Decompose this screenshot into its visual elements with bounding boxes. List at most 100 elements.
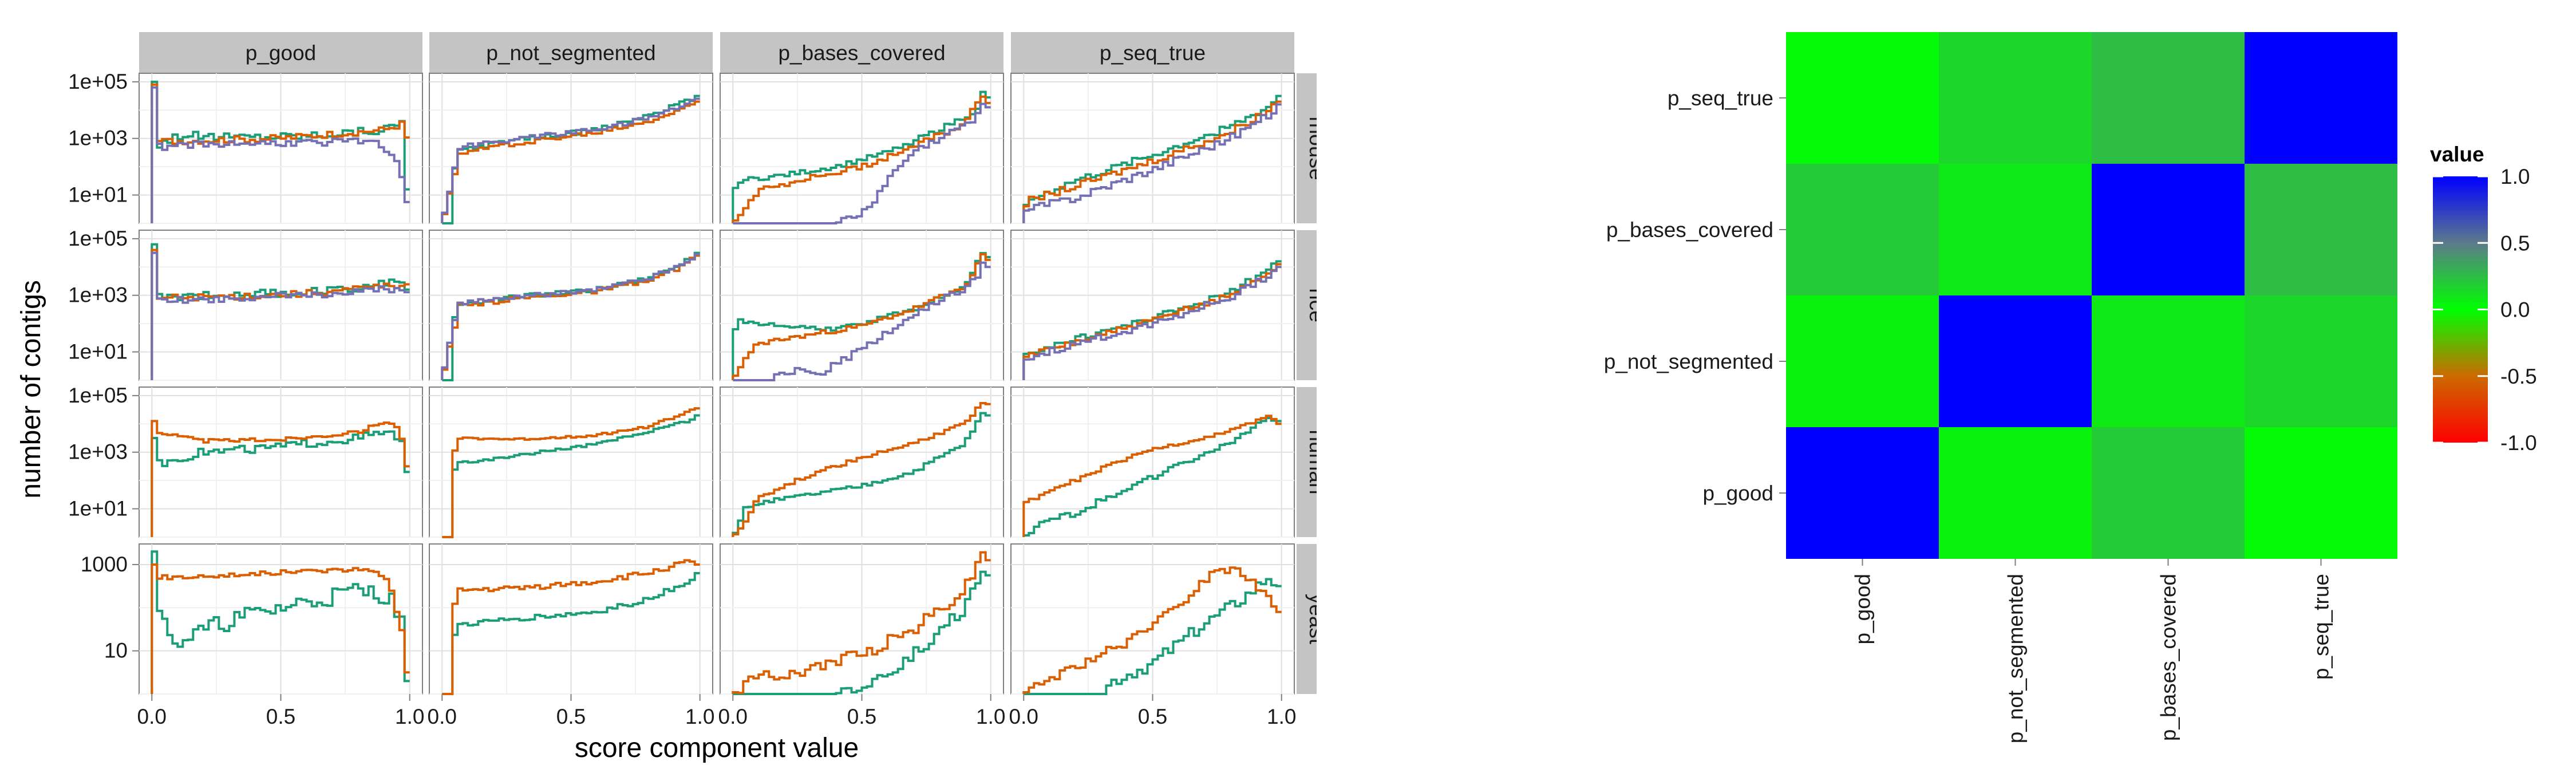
series-oases-yeast-p_not_segmented bbox=[442, 559, 700, 695]
row-strip-mouse: mouse bbox=[1297, 73, 1317, 223]
heatmap-y-label: p_good bbox=[1703, 482, 1773, 505]
y-axis-label: number of contigs bbox=[16, 280, 46, 499]
x-tick-label: 1.0 bbox=[685, 705, 714, 728]
panel-human-p_good bbox=[139, 386, 423, 538]
panel-mouse-p_bases_covered bbox=[720, 73, 1004, 224]
heatmap-cell-p_not_segmented-p_not_segmented bbox=[1939, 295, 2092, 427]
column-strip-p_seq_true: p_seq_true bbox=[1011, 32, 1294, 73]
panel-mouse-p_good bbox=[139, 73, 423, 224]
series-trinity-yeast-p_seq_true bbox=[1024, 578, 1282, 695]
column-label: p_seq_true bbox=[1100, 41, 1206, 65]
series-soap-mouse-p_not_segmented bbox=[441, 97, 700, 223]
y-tick-label: 1e+03 bbox=[68, 440, 128, 464]
heatmap-y-label: p_bases_covered bbox=[1606, 218, 1773, 242]
colorbar-title: value bbox=[2430, 143, 2484, 166]
panel-rice-p_good bbox=[139, 230, 423, 381]
x-tick-label: 0.0 bbox=[428, 705, 457, 728]
heatmap-cell-p_seq_true-p_bases_covered bbox=[2092, 32, 2245, 164]
series-soap-mouse-p_good bbox=[151, 86, 410, 223]
heatmap-cell-p_not_segmented-p_good bbox=[1786, 295, 1939, 427]
heatmap-y-label: p_not_segmented bbox=[1604, 350, 1773, 373]
column-strip-p_bases_covered: p_bases_covered bbox=[720, 32, 1003, 73]
histogram-grid: p_good p_not_segmented p_bases_covered p_se… bbox=[16, 32, 1317, 763]
heatmap-cell-p_seq_true-p_seq_true bbox=[2245, 32, 2397, 164]
heatmap-cell-p_not_segmented-p_seq_true bbox=[2245, 295, 2397, 427]
series-trinity-human-p_good bbox=[151, 430, 410, 537]
row-label: mouse bbox=[1305, 116, 1317, 180]
panel-rice-p_not_segmented bbox=[429, 230, 713, 381]
series-oases-mouse-p_not_segmented bbox=[441, 100, 700, 223]
heatmap-x-label: p_seq_true bbox=[2310, 574, 2333, 680]
panel-rice-p_bases_covered bbox=[720, 230, 1004, 381]
x-tick-label: 0.0 bbox=[718, 705, 748, 728]
heatmap-x-label: p_good bbox=[1851, 574, 1875, 644]
row-strip-rice: rice bbox=[1297, 230, 1317, 380]
x-tick-label: 0.0 bbox=[1009, 705, 1038, 728]
series-soap-rice-p_not_segmented bbox=[441, 253, 700, 380]
heatmap-y-label: p_seq_true bbox=[1668, 86, 1773, 110]
series-trinity-mouse-p_seq_true bbox=[1022, 94, 1282, 223]
series-trinity-yeast-p_not_segmented bbox=[442, 572, 700, 695]
x-axis-label: score component value bbox=[575, 733, 859, 763]
series-oases-human-p_bases_covered bbox=[732, 402, 991, 537]
y-tick-label: 1e+03 bbox=[68, 283, 128, 307]
column-label: p_good bbox=[246, 41, 316, 65]
y-tick-label: 1e+05 bbox=[68, 384, 128, 407]
heatmap-cell-p_bases_covered-p_not_segmented bbox=[1939, 164, 2092, 295]
y-tick-label: 10 bbox=[104, 639, 128, 662]
panel-human-p_bases_covered bbox=[720, 386, 1004, 538]
y-tick-label: 1000 bbox=[81, 553, 128, 576]
column-strip-p_good: p_good bbox=[139, 32, 422, 73]
x-tick-label: 1.0 bbox=[976, 705, 1005, 728]
correlation-heatmap: p_good p_not_segmented p_bases_covered p_se… bbox=[1604, 32, 2537, 743]
panel-yeast-p_bases_covered bbox=[720, 543, 1004, 695]
row-strip-human: human bbox=[1297, 387, 1317, 537]
series-oases-mouse-p_seq_true bbox=[1022, 100, 1282, 223]
x-tick-label: 0.0 bbox=[137, 705, 167, 728]
x-tick-label: 0.5 bbox=[847, 705, 876, 728]
series-oases-human-p_not_segmented bbox=[442, 407, 700, 538]
x-tick-label: 0.5 bbox=[556, 705, 586, 728]
series-soap-mouse-p_seq_true bbox=[1022, 103, 1282, 223]
panel-yeast-p_not_segmented bbox=[429, 543, 713, 695]
series-trinity-human-p_seq_true bbox=[1022, 417, 1282, 537]
heatmap-cell-p_seq_true-p_good bbox=[1786, 32, 1939, 164]
series-soap-rice-p_bases_covered bbox=[733, 261, 991, 381]
y-tick-label: 1e+03 bbox=[68, 127, 128, 150]
series-trinity-human-p_bases_covered bbox=[732, 412, 991, 537]
series-oases-rice-p_seq_true bbox=[1022, 263, 1282, 380]
column-label: p_not_segmented bbox=[486, 41, 655, 65]
y-tick-label: 1e+05 bbox=[68, 227, 128, 250]
colorbar-tick-label: 1.0 bbox=[2500, 165, 2530, 188]
row-strip-yeast: yeast bbox=[1297, 544, 1317, 694]
series-oases-human-p_good bbox=[151, 420, 410, 537]
heatmap-cell-p_good-p_seq_true bbox=[2245, 427, 2397, 559]
y-tick-label: 1e+01 bbox=[68, 340, 128, 364]
heatmap-cell-p_not_segmented-p_bases_covered bbox=[2092, 295, 2245, 427]
x-tick-label: 1.0 bbox=[395, 705, 424, 728]
column-strip-p_not_segmented: p_not_segmented bbox=[429, 32, 713, 73]
colorbar-legend: value 1.0 0.5 0.0 -0.5 -1.0 bbox=[2430, 143, 2537, 455]
series-trinity-yeast-p_good bbox=[151, 550, 410, 694]
heatmap-cell-p_seq_true-p_not_segmented bbox=[1939, 32, 2092, 164]
colorbar-tick-label: -1.0 bbox=[2500, 431, 2537, 455]
series-soap-rice-p_good bbox=[151, 251, 410, 380]
x-tick-label: 0.5 bbox=[266, 705, 295, 728]
panel-human-p_seq_true bbox=[1010, 386, 1295, 538]
series-oases-yeast-p_bases_covered bbox=[732, 551, 991, 695]
y-tick-label: 1e+05 bbox=[68, 70, 128, 93]
panel-mouse-p_not_segmented bbox=[429, 73, 713, 224]
heatmap-cell-p_good-p_bases_covered bbox=[2092, 427, 2245, 559]
heatmap-cell-p_bases_covered-p_good bbox=[1786, 164, 1939, 295]
heatmap-x-label: p_bases_covered bbox=[2157, 574, 2180, 741]
colorbar-tick-label: -0.5 bbox=[2500, 365, 2537, 388]
series-oases-yeast-p_seq_true bbox=[1022, 566, 1282, 694]
series-soap-rice-p_seq_true bbox=[1022, 266, 1282, 380]
panel-rice-p_seq_true bbox=[1010, 230, 1295, 381]
heatmap-x-label: p_not_segmented bbox=[2004, 574, 2028, 743]
heatmap-cell-p_good-p_not_segmented bbox=[1939, 427, 2092, 559]
panel-yeast-p_seq_true bbox=[1010, 543, 1295, 695]
panel-yeast-p_good bbox=[139, 543, 423, 695]
series-oases-human-p_seq_true bbox=[1022, 415, 1282, 537]
